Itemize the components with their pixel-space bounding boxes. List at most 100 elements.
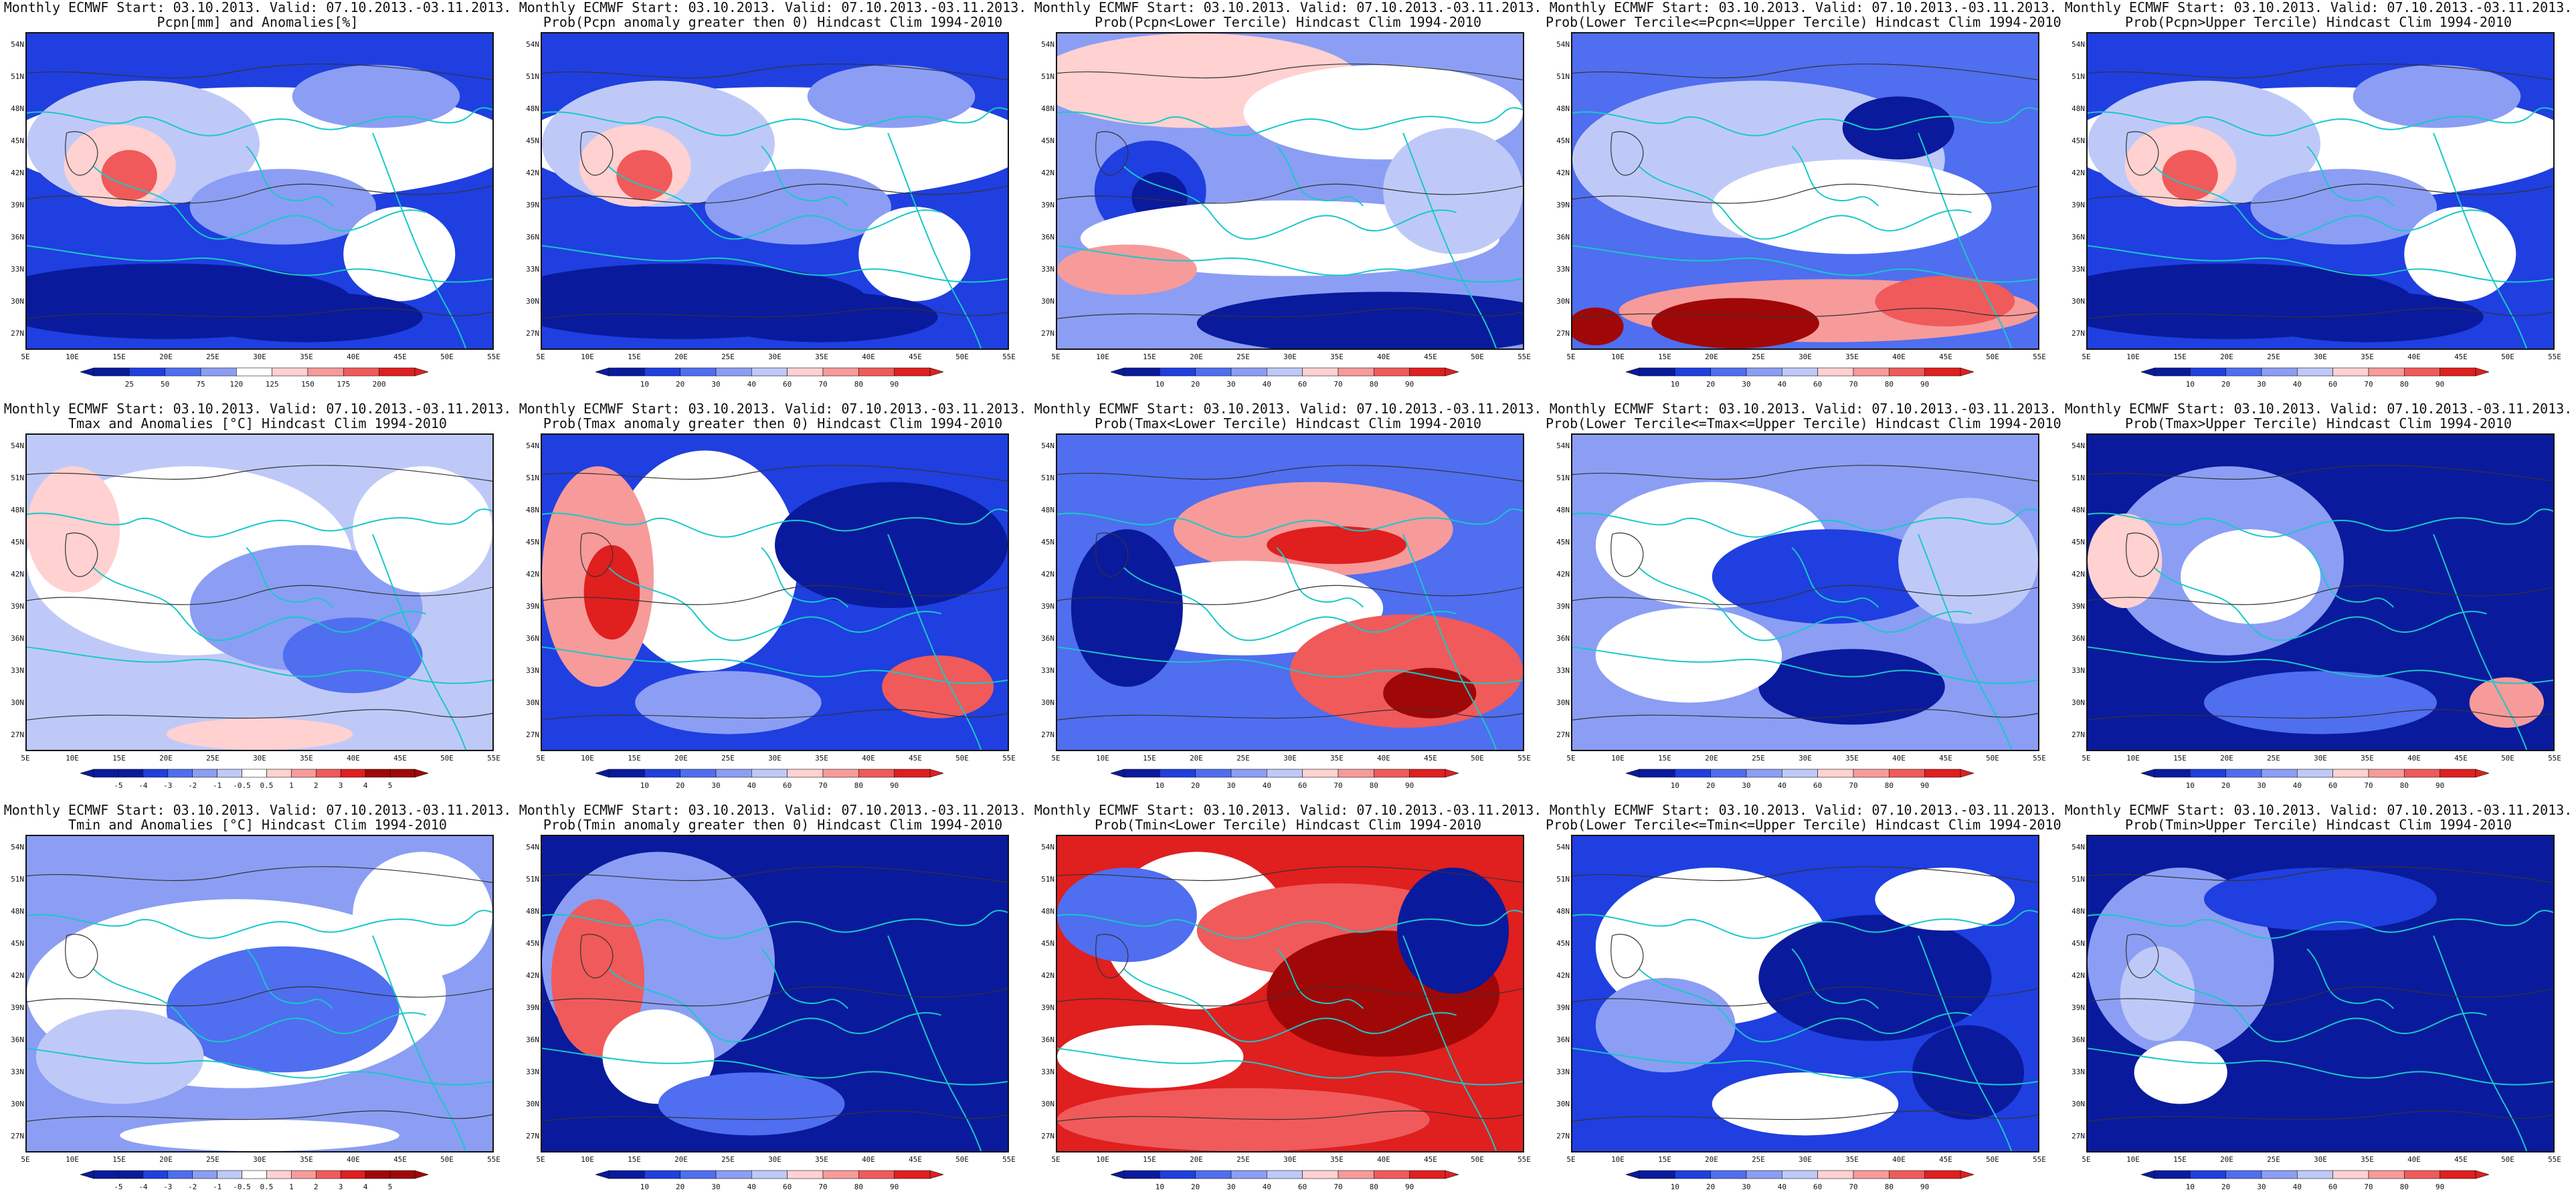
map-panel: Monthly ECMWF Start: 03.10.2013. Valid: … xyxy=(0,401,515,803)
colorbar-segment xyxy=(165,367,201,377)
colorbar-segment xyxy=(680,1170,717,1179)
panel-title-line2: Prob(Tmax anomaly greater then 0) Hindca… xyxy=(543,415,1003,431)
forecast-map xyxy=(541,32,1009,350)
latitude-tick-label: 51N xyxy=(2072,875,2085,884)
contour-line xyxy=(2088,465,2553,482)
coastline xyxy=(372,935,467,1151)
longitude-tick-label: 45E xyxy=(1939,353,1952,361)
panel-title-line1: Monthly ECMWF Start: 03.10.2013. Valid: … xyxy=(3,802,512,818)
latitude-tick-label: 51N xyxy=(2072,474,2085,482)
colorbar-arrow-left xyxy=(595,1170,610,1179)
longitude-tick-label: 45E xyxy=(909,1155,922,1164)
longitude-tick-label: 5E xyxy=(2082,1155,2091,1164)
latitude-tick-label: 30N xyxy=(11,297,24,306)
colorbar-segment xyxy=(1746,1170,1782,1179)
latitude-tick-label: 36N xyxy=(1556,233,1570,241)
longitude-tick-label: 30E xyxy=(768,754,781,763)
colorbar-segment xyxy=(1409,367,1446,377)
colorbar-segment xyxy=(608,769,645,778)
longitude-tick-label: 20E xyxy=(1705,1155,1718,1164)
colorbar-label: 125 xyxy=(265,380,279,389)
colorbar-label: 75 xyxy=(196,380,205,389)
latitude-tick-label: 42N xyxy=(11,570,24,579)
longitude-tick-label: 15E xyxy=(2173,353,2187,361)
field-region xyxy=(353,851,492,978)
field-region xyxy=(775,482,1008,609)
longitude-tick-label: 35E xyxy=(2361,1155,2374,1164)
field-region xyxy=(2120,946,2195,1041)
colorbar-segment xyxy=(2225,769,2262,778)
latitude-tick-label: 51N xyxy=(2072,72,2085,81)
longitude-tick-label: 45E xyxy=(909,353,922,361)
contour-line xyxy=(27,64,492,80)
latitude-tick-label: 30N xyxy=(11,698,24,707)
colorbar-segment xyxy=(2154,1170,2191,1179)
panel-title-line1: Monthly ECMWF Start: 03.10.2013. Valid: … xyxy=(2064,802,2573,818)
latitude-tick-label: 30N xyxy=(1041,698,1054,707)
contour-line xyxy=(27,986,492,1007)
colorbar-label: 40 xyxy=(2292,380,2302,389)
longitude-tick-label: 50E xyxy=(1471,1155,1484,1164)
colorbar-segment xyxy=(1853,367,1890,377)
longitude-tick-label: 25E xyxy=(1236,1155,1250,1164)
latitude-tick-label: 54N xyxy=(1556,843,1570,851)
field-region xyxy=(1758,649,1945,725)
longitude-tick-label: 5E xyxy=(1566,754,1576,763)
longitude-tick-label: 35E xyxy=(1845,353,1859,361)
longitude-tick-label: 35E xyxy=(1845,754,1859,763)
colorbar-label: 40 xyxy=(1777,1183,1786,1191)
longitude-tick-label: 5E xyxy=(1566,1155,1576,1164)
field-region xyxy=(858,207,971,302)
colorbar-segment xyxy=(680,769,717,778)
colorbar-segment xyxy=(266,769,292,778)
panel-title-line2: Prob(Tmax<Lower Tercile) Hindcast Clim 1… xyxy=(1095,415,1481,431)
colorbar xyxy=(595,1169,943,1180)
latitude-tick-label: 33N xyxy=(526,666,539,675)
colorbar-label: 1 xyxy=(289,1183,294,1191)
field-region xyxy=(282,617,423,694)
colorbar-segment xyxy=(644,1170,680,1179)
colorbar-segment xyxy=(2332,367,2369,377)
colorbar-label: 5 xyxy=(387,1183,393,1191)
colorbar-label: 70 xyxy=(1849,380,1858,389)
colorbar-segment xyxy=(2368,769,2405,778)
field-region xyxy=(1397,868,1509,994)
colorbar-segment xyxy=(2297,367,2333,377)
colorbar-segment xyxy=(1817,769,1854,778)
longitude-tick-label: 30E xyxy=(253,754,266,763)
map-panel: Monthly ECMWF Start: 03.10.2013. Valid: … xyxy=(1546,401,2061,803)
field-region xyxy=(1758,914,1992,1041)
longitude-tick-label: 5E xyxy=(21,1155,30,1164)
colorbar-label: 60 xyxy=(1298,781,1307,790)
longitude-tick-label: 25E xyxy=(2267,353,2280,361)
latitude-tick-label: 48N xyxy=(2072,907,2085,916)
longitude-tick-label: 10E xyxy=(581,754,594,763)
coastline xyxy=(1638,567,1972,641)
map-panel: Monthly ECMWF Start: 03.10.2013. Valid: … xyxy=(1030,401,1546,803)
colorbar-segment xyxy=(2190,769,2226,778)
coastline xyxy=(1791,948,1879,1009)
longitude-tick-label: 55E xyxy=(2548,1155,2561,1164)
longitude-tick-label: 10E xyxy=(581,353,594,361)
longitude-tick-label: 10E xyxy=(66,353,79,361)
colorbar-segment xyxy=(118,1170,144,1179)
colorbar-segment xyxy=(379,367,416,377)
latitude-tick-label: 45N xyxy=(1556,538,1570,546)
latitude-tick-label: 33N xyxy=(526,265,539,274)
latitude-tick-label: 30N xyxy=(1556,297,1570,306)
coastline xyxy=(608,567,941,641)
coastline xyxy=(1057,107,1523,136)
latitude-tick-label: 27N xyxy=(1041,730,1054,739)
colorbar-label: 10 xyxy=(1670,781,1679,790)
latitude-tick-label: 27N xyxy=(1041,329,1054,338)
map-panel: Monthly ECMWF Start: 03.10.2013. Valid: … xyxy=(2061,401,2576,803)
field-region xyxy=(2204,868,2437,931)
latitude-tick-label: 33N xyxy=(11,1068,24,1076)
latitude-tick-label: 54N xyxy=(2072,40,2085,49)
colorbar-label: 70 xyxy=(2364,1183,2373,1191)
colorbar-label: 60 xyxy=(1813,380,1823,389)
latitude-tick-label: 36N xyxy=(2072,634,2085,643)
colorbar-label: 90 xyxy=(890,1183,899,1191)
longitude-tick-label: 10E xyxy=(2126,1155,2140,1164)
colorbar-segment xyxy=(1746,367,1782,377)
